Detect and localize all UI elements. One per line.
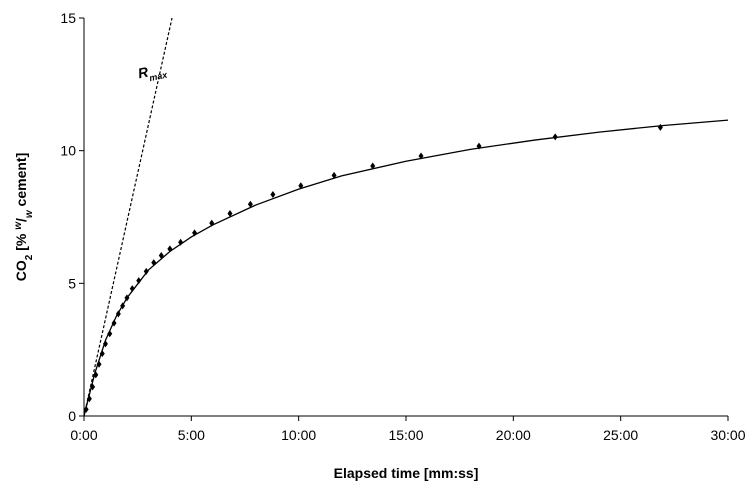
- data-point: [227, 210, 233, 218]
- rmax-line: [83, 17, 173, 417]
- data-point: [143, 267, 149, 275]
- annotation: Rmax: [136, 60, 169, 86]
- y-tick-label: 5: [68, 275, 76, 291]
- fit-line: [83, 119, 729, 417]
- x-tick-label: 10:00: [281, 427, 316, 443]
- y-tick-label: 0: [68, 408, 76, 424]
- y-tick-label: 15: [60, 10, 76, 26]
- y-label-part: [%: [13, 230, 29, 255]
- data-point: [247, 200, 253, 208]
- data-point: [136, 277, 142, 285]
- data-point: [657, 123, 663, 131]
- data-point: [370, 162, 376, 170]
- y-tick-label: 10: [60, 143, 76, 159]
- y-label-part: w: [24, 209, 35, 218]
- y-label-part: /: [13, 218, 29, 222]
- data-point: [107, 330, 113, 338]
- y-axis-label: CO2 [% w/w cement]: [13, 153, 35, 281]
- data-point: [552, 133, 558, 141]
- y-label-part: w: [13, 221, 24, 230]
- data-point: [270, 190, 276, 198]
- y-label-part: CO: [13, 260, 29, 281]
- x-tick-label: 5:00: [178, 427, 205, 443]
- x-axis-label: Elapsed time [mm:ss]: [334, 465, 479, 481]
- y-label-part: cement]: [13, 153, 29, 211]
- x-tick-label: 25:00: [603, 427, 638, 443]
- x-tick-label: 30:00: [710, 427, 745, 443]
- x-tick-label: 20:00: [496, 427, 531, 443]
- y-label-part: 2: [24, 254, 35, 260]
- x-tick-label: 0:00: [70, 427, 97, 443]
- x-tick-label: 15:00: [388, 427, 423, 443]
- data-point: [331, 171, 337, 179]
- annotation-text: R: [136, 63, 150, 81]
